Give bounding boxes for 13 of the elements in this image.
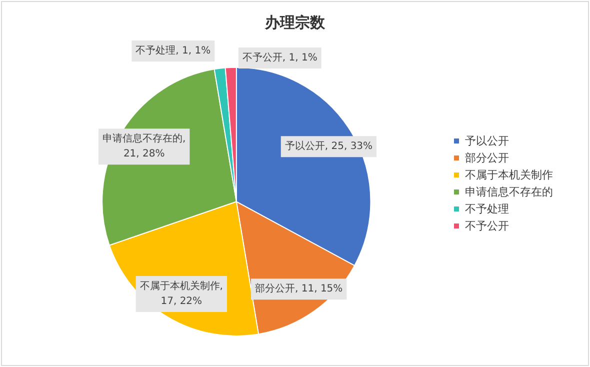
data-label: 不予公开, 1, 1% bbox=[242, 52, 318, 64]
legend-label: 予以公开 bbox=[465, 134, 509, 148]
data-label: 部分公开, 11, 15% bbox=[255, 282, 343, 295]
legend-label: 不予公开 bbox=[465, 220, 509, 232]
chart-title: 办理宗数 bbox=[264, 14, 326, 32]
data-label: 不属于本机关制作, 17, 22% bbox=[140, 280, 223, 307]
data-label: 予以公开, 25, 33% bbox=[284, 140, 373, 152]
legend-label: 部分公开 bbox=[465, 152, 509, 164]
legend-label: 申请信息不存在的 bbox=[465, 186, 553, 198]
legend-label: 不属于本机关制作 bbox=[465, 168, 553, 182]
data-label: 不予处理, 1, 1% bbox=[136, 44, 211, 57]
data-label: 申请信息不存在的, 21, 28% bbox=[102, 132, 186, 160]
legend-label: 不予处理 bbox=[465, 202, 509, 216]
